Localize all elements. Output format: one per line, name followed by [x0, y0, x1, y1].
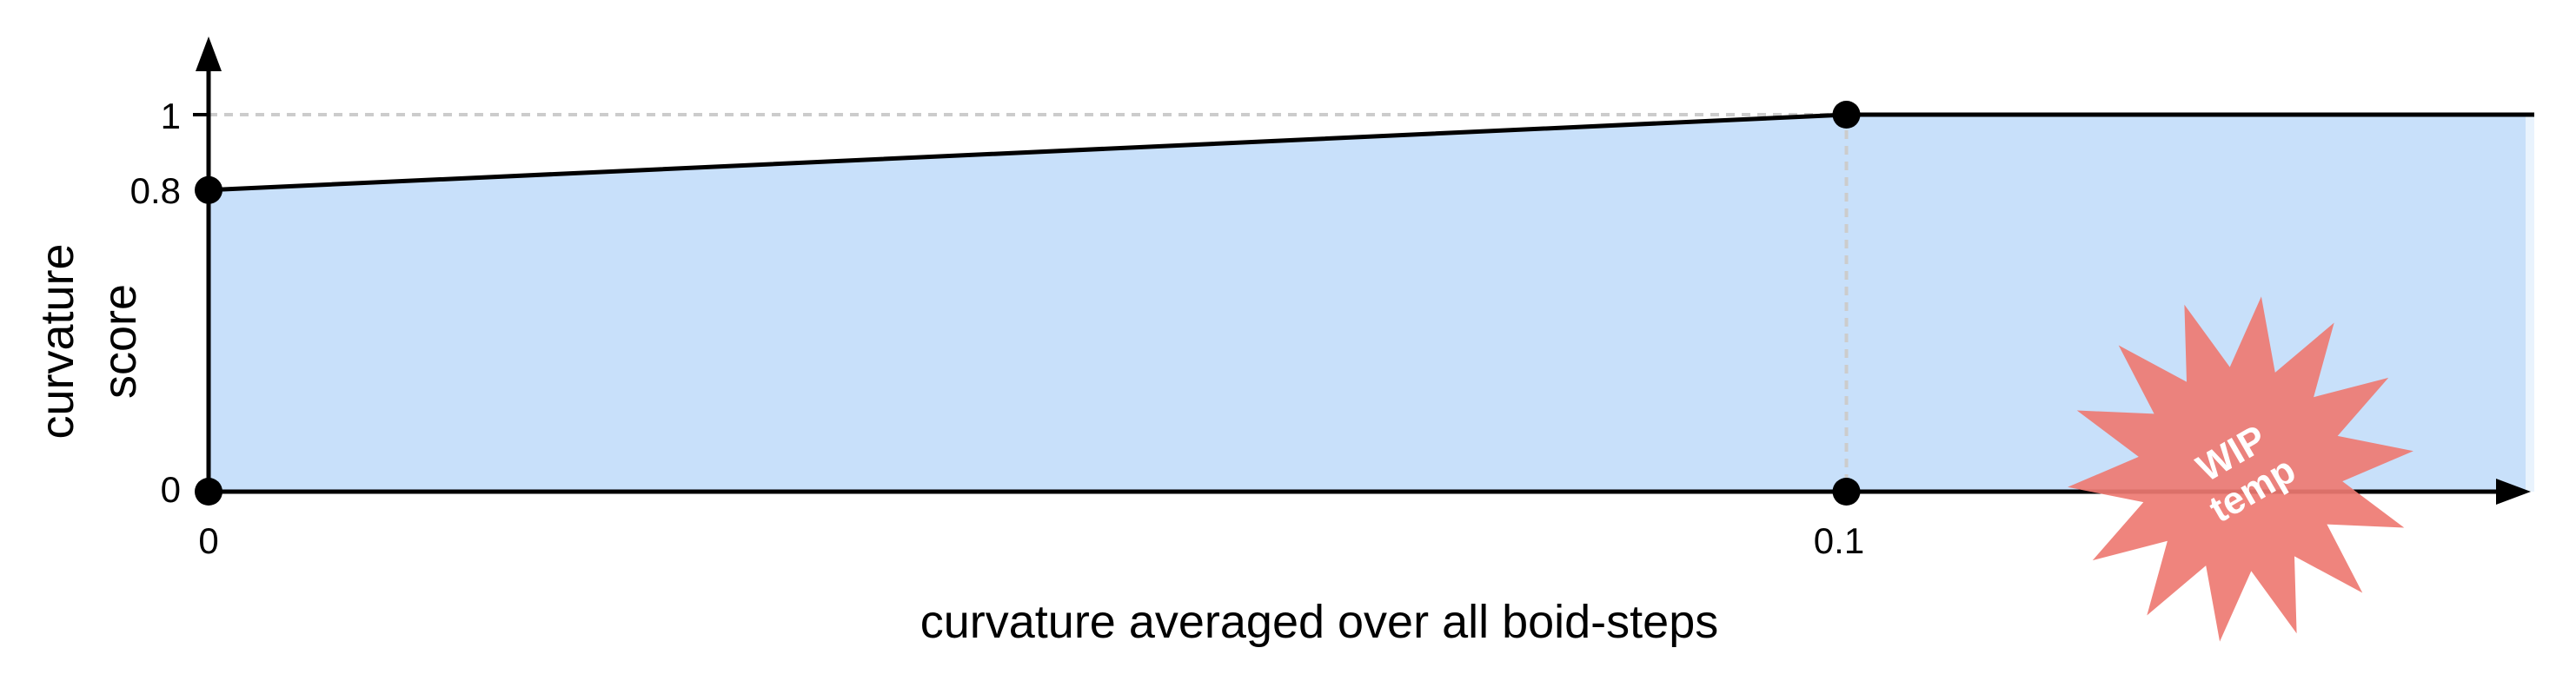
area-fade-white [2526, 116, 2552, 492]
wip-stamp-burst [2068, 296, 2413, 642]
x-tick-label-0.1: 0.1 [1814, 520, 1864, 561]
x-tick-label-0: 0 [198, 520, 218, 561]
data-marker-2 [1832, 101, 1861, 129]
x-axis-arrowhead [2496, 479, 2531, 505]
data-marker-0 [195, 478, 222, 506]
y-tick-label-0.8: 0.8 [130, 170, 181, 211]
x-axis-title: curvature averaged over all boid-steps [920, 596, 1719, 648]
area-fill [209, 115, 2534, 492]
data-marker-1 [195, 175, 222, 204]
wip-stamp: WIP temp [2068, 296, 2413, 642]
y-axis-title-line-2: score [94, 284, 146, 399]
y-axis-arrowhead [196, 36, 222, 71]
y-tick-label-1: 1 [161, 96, 181, 136]
y-axis-title-line-1: curvature [31, 243, 83, 439]
data-marker-3 [1832, 478, 1861, 506]
y-tick-label-0: 0 [161, 469, 181, 510]
